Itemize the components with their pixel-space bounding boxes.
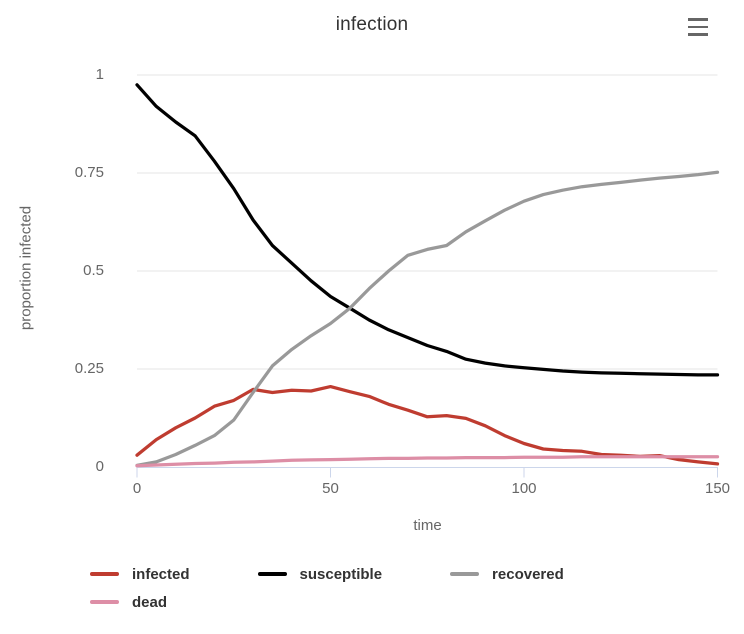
hamburger-icon	[688, 25, 708, 29]
legend-line-icon	[90, 600, 119, 604]
y-tick-label: 0	[95, 458, 104, 475]
y-tick-label: 0.25	[74, 360, 104, 377]
series-dead-line[interactable]	[135, 455, 720, 468]
context-menu-button[interactable]	[688, 16, 710, 38]
legend-line-icon	[90, 572, 119, 576]
legend-label: dead	[132, 593, 168, 611]
series-recovered-line[interactable]	[135, 170, 720, 468]
hamburger-icon	[688, 33, 708, 36]
x-tick-label: 150	[704, 480, 731, 497]
chart-title: infection	[335, 14, 409, 35]
hamburger-icon	[688, 18, 708, 21]
legend-label: infected	[132, 565, 190, 583]
x-tick-label: 50	[322, 480, 339, 497]
series-infected-line[interactable]	[135, 384, 720, 466]
legend-item-recovered[interactable]: recovered	[450, 560, 564, 588]
y-tick-label: 1	[95, 66, 104, 83]
legend: infected susceptible recovered dead	[0, 560, 744, 616]
x-axis-title: time	[413, 517, 442, 534]
x-tick-label: 0	[132, 480, 142, 497]
y-tick-label: 0.5	[83, 262, 104, 279]
legend-label: recovered	[492, 565, 564, 583]
y-tick-label: 0.75	[74, 164, 104, 181]
x-tick-label: 100	[511, 480, 537, 497]
legend-line-icon	[257, 572, 287, 576]
legend-label: susceptible	[299, 565, 383, 583]
series-susceptible-line[interactable]	[135, 83, 720, 377]
legend-item-susceptible[interactable]: susceptible	[257, 560, 383, 588]
legend-item-infected[interactable]: infected	[90, 560, 190, 588]
legend-line-icon	[450, 572, 480, 576]
legend-item-dead[interactable]: dead	[90, 588, 167, 616]
